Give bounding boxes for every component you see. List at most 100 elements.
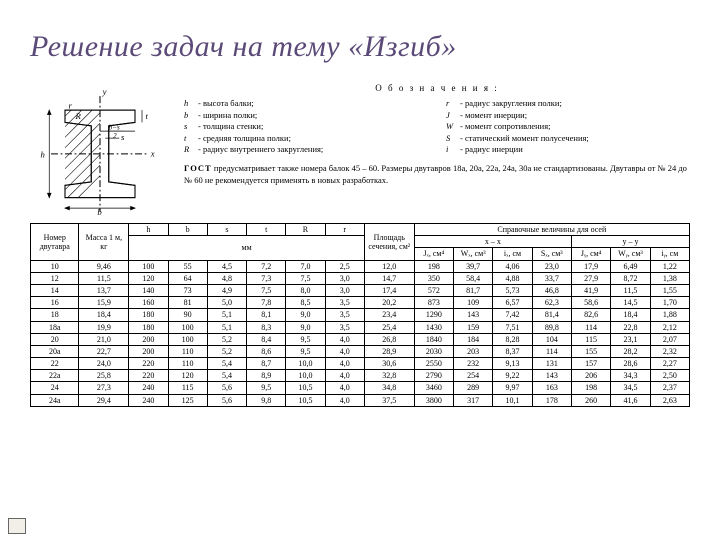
table-row: 18a19,91801005,18,39,03,525,414301597,51… [31, 321, 690, 333]
table-cell: 254 [454, 370, 493, 382]
table-cell: 203 [454, 345, 493, 357]
legend-symbol: t [184, 133, 198, 144]
table-cell: 206 [571, 370, 610, 382]
legend-symbol: i [446, 144, 460, 155]
table-cell: 41,9 [571, 284, 610, 296]
table-cell: 5,4 [207, 370, 246, 382]
table-cell: 100 [168, 321, 207, 333]
table-cell: 7,2 [247, 260, 286, 272]
legend-text: - радиус инерции [460, 144, 690, 155]
table-cell: 3,0 [325, 284, 364, 296]
table-cell: 20,2 [364, 297, 414, 309]
table-cell: 115 [168, 382, 207, 394]
table-cell: 24a [31, 394, 79, 406]
table-cell: 4,0 [325, 382, 364, 394]
legend-item: t- средняя толщина полки; [184, 133, 428, 144]
table-cell: 3800 [414, 394, 453, 406]
table-cell: 82,6 [571, 309, 610, 321]
table-cell: 37,5 [364, 394, 414, 406]
table-cell: 2,07 [650, 333, 689, 345]
legend-text: - радиус закругления полки; [460, 98, 690, 109]
table-cell: 1,22 [650, 260, 689, 272]
table-cell: 143 [454, 309, 493, 321]
table-cell: 73 [168, 284, 207, 296]
legend-symbol: h [184, 98, 198, 109]
table-cell: 10,0 [286, 358, 325, 370]
table-cell: 81 [168, 297, 207, 309]
table-cell: 2,5 [325, 260, 364, 272]
table-cell: 8,7 [247, 358, 286, 370]
table-cell: 143 [532, 370, 571, 382]
table-cell: 7,3 [247, 272, 286, 284]
table-row: 1818,4180905,18,19,03,523,412901437,4281… [31, 309, 690, 321]
legend-symbol: W [446, 121, 460, 132]
table-row: 1211,5120644,87,37,53,014,735058,44,8833… [31, 272, 690, 284]
table-cell: 2,12 [650, 321, 689, 333]
legend-symbol: J [446, 110, 460, 121]
table-cell: 9,22 [493, 370, 532, 382]
table-row: 2224,02201105,48,710,04,030,625502329,13… [31, 358, 690, 370]
table-cell: 8,0 [286, 284, 325, 296]
th-number: Номер двутавра [31, 224, 79, 261]
legend-text: - момент инерции; [460, 110, 690, 121]
table-cell: 18 [31, 309, 79, 321]
legend-text: - момент сопротивления; [460, 121, 690, 132]
table-cell: 39,7 [454, 260, 493, 272]
table-cell: 23,1 [611, 333, 650, 345]
th-t: t [247, 224, 286, 236]
table-cell: 27,3 [79, 382, 129, 394]
table-cell: 104 [532, 333, 571, 345]
table-cell: 8,9 [247, 370, 286, 382]
table-cell: 1,88 [650, 309, 689, 321]
table-cell: 160 [129, 297, 168, 309]
table-cell: 9,5 [286, 345, 325, 357]
table-cell: 6,57 [493, 297, 532, 309]
table-cell: 81,4 [532, 309, 571, 321]
table-cell: 120 [168, 370, 207, 382]
table-row: 1413,7140734,97,58,03,017,457281,75,7346… [31, 284, 690, 296]
legend-item: S- статический момент полусечения; [446, 133, 690, 144]
table-cell: 3460 [414, 382, 453, 394]
table-cell: 15,9 [79, 297, 129, 309]
table-cell: 30,6 [364, 358, 414, 370]
table-cell: 157 [571, 358, 610, 370]
legend-text: - статический момент полусечения; [460, 133, 690, 144]
th-axis-x: x – x [414, 236, 571, 248]
table-cell: 2030 [414, 345, 453, 357]
table-cell: 4,0 [325, 394, 364, 406]
table-cell: 14 [31, 284, 79, 296]
legend-item: R- радиус внутреннего закругления; [184, 144, 428, 155]
table-cell: 20a [31, 345, 79, 357]
table-cell: 114 [571, 321, 610, 333]
th-ix: iₓ, см [493, 248, 532, 260]
table-cell: 114 [532, 345, 571, 357]
table-cell: 34,3 [611, 370, 650, 382]
table-cell: 20 [31, 333, 79, 345]
table-cell: 16 [31, 297, 79, 309]
table-cell: 8,28 [493, 333, 532, 345]
table-cell: 9,0 [286, 321, 325, 333]
table-cell: 8,6 [247, 345, 286, 357]
table-cell: 28,9 [364, 345, 414, 357]
table-cell: 9,0 [286, 309, 325, 321]
table-cell: 62,3 [532, 297, 571, 309]
dim-bs2-top: b−s [109, 123, 120, 131]
table-cell: 180 [129, 321, 168, 333]
table-cell: 5,1 [207, 309, 246, 321]
table-cell: 178 [532, 394, 571, 406]
table-cell: 1290 [414, 309, 453, 321]
table-cell: 4,0 [325, 345, 364, 357]
beam-table: Номер двутавра Масса 1 м, кг h b s t R r… [30, 223, 690, 407]
table-row: 2021,02001005,28,49,54,026,818401848,281… [31, 333, 690, 345]
legend-item: J- момент инерции; [446, 110, 690, 121]
table-cell: 109 [454, 297, 493, 309]
table-cell: 1,70 [650, 297, 689, 309]
th-b: b [168, 224, 207, 236]
table-cell: 23,0 [532, 260, 571, 272]
table-cell: 120 [129, 272, 168, 284]
th-iy: iᵧ, см [650, 248, 689, 260]
table-cell: 200 [129, 345, 168, 357]
table-cell: 140 [129, 284, 168, 296]
th-area: Площадь сечения, см² [364, 224, 414, 261]
table-cell: 90 [168, 309, 207, 321]
